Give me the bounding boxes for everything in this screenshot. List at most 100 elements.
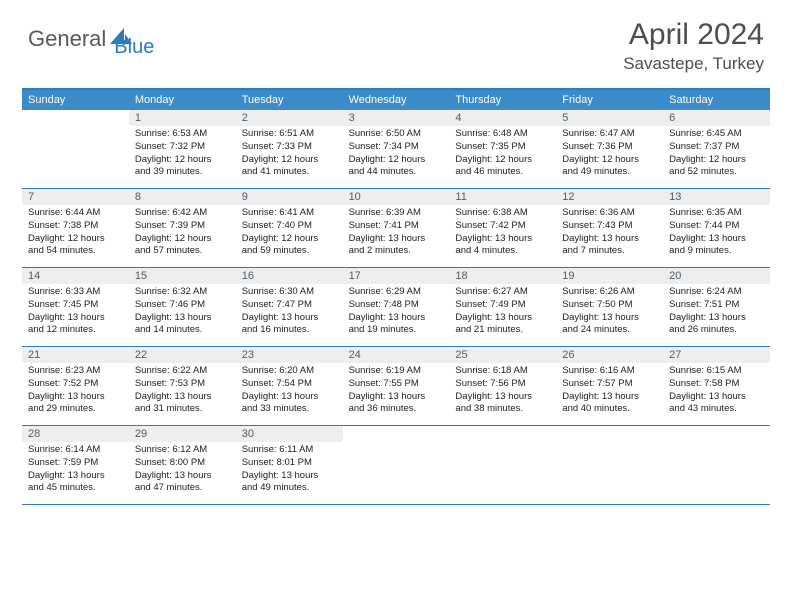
day-info-line: Sunset: 7:40 PM <box>242 220 337 233</box>
day-info-line: and 39 minutes. <box>135 166 230 179</box>
day-cell: 29Sunrise: 6:12 AMSunset: 8:00 PMDayligh… <box>129 426 236 504</box>
day-info-line: Sunset: 7:35 PM <box>455 141 550 154</box>
day-info: Sunrise: 6:35 AMSunset: 7:44 PMDaylight:… <box>663 205 770 262</box>
day-info-line: and 44 minutes. <box>349 166 444 179</box>
day-number <box>556 426 663 442</box>
day-info-line: Sunset: 7:59 PM <box>28 457 123 470</box>
day-info-line: Daylight: 13 hours <box>135 470 230 483</box>
weekday-header: Sunday <box>22 90 129 110</box>
day-info-line: Daylight: 12 hours <box>242 233 337 246</box>
day-number: 20 <box>663 268 770 284</box>
day-cell: 13Sunrise: 6:35 AMSunset: 7:44 PMDayligh… <box>663 189 770 267</box>
day-cell: 19Sunrise: 6:26 AMSunset: 7:50 PMDayligh… <box>556 268 663 346</box>
day-info-line: Sunrise: 6:48 AM <box>455 128 550 141</box>
day-info-line: and 54 minutes. <box>28 245 123 258</box>
day-info: Sunrise: 6:20 AMSunset: 7:54 PMDaylight:… <box>236 363 343 420</box>
day-number: 10 <box>343 189 450 205</box>
day-info-line: Sunrise: 6:30 AM <box>242 286 337 299</box>
day-number: 14 <box>22 268 129 284</box>
day-info-line: Sunset: 7:58 PM <box>669 378 764 391</box>
day-cell: 11Sunrise: 6:38 AMSunset: 7:42 PMDayligh… <box>449 189 556 267</box>
day-info-line: Daylight: 13 hours <box>28 470 123 483</box>
day-info-line: Sunrise: 6:11 AM <box>242 444 337 457</box>
day-cell <box>556 426 663 504</box>
day-cell: 6Sunrise: 6:45 AMSunset: 7:37 PMDaylight… <box>663 110 770 188</box>
day-number: 9 <box>236 189 343 205</box>
day-info-line: Daylight: 13 hours <box>28 312 123 325</box>
day-info-line: Sunrise: 6:41 AM <box>242 207 337 220</box>
day-info-line: Sunset: 7:32 PM <box>135 141 230 154</box>
day-number: 4 <box>449 110 556 126</box>
day-info-line: Daylight: 13 hours <box>562 391 657 404</box>
day-cell: 9 Sunrise: 6:41 AMSunset: 7:40 PMDaylight… <box>236 189 343 267</box>
day-info-line: Sunset: 7:57 PM <box>562 378 657 391</box>
day-cell: 18Sunrise: 6:27 AMSunset: 7:49 PMDayligh… <box>449 268 556 346</box>
day-number: 1 <box>129 110 236 126</box>
day-info-line: and 47 minutes. <box>135 482 230 495</box>
day-number: 17 <box>343 268 450 284</box>
day-cell: 7Sunrise: 6:44 AMSunset: 7:38 PMDaylight… <box>22 189 129 267</box>
day-info-line: Sunrise: 6:47 AM <box>562 128 657 141</box>
day-info-line: and 36 minutes. <box>349 403 444 416</box>
day-info-line: Daylight: 12 hours <box>669 154 764 167</box>
day-cell: 10Sunrise: 6:39 AMSunset: 7:41 PMDayligh… <box>343 189 450 267</box>
day-info-line: and 31 minutes. <box>135 403 230 416</box>
day-info-line: Sunrise: 6:26 AM <box>562 286 657 299</box>
day-info-line: Daylight: 12 hours <box>562 154 657 167</box>
day-info-line: Sunset: 7:55 PM <box>349 378 444 391</box>
day-info-line: Daylight: 13 hours <box>455 312 550 325</box>
day-info-line: and 9 minutes. <box>669 245 764 258</box>
day-info-line: Daylight: 12 hours <box>349 154 444 167</box>
day-info-line: Sunrise: 6:24 AM <box>669 286 764 299</box>
day-info-line: Daylight: 12 hours <box>242 154 337 167</box>
day-info: Sunrise: 6:44 AMSunset: 7:38 PMDaylight:… <box>22 205 129 262</box>
day-cell: 30Sunrise: 6:11 AMSunset: 8:01 PMDayligh… <box>236 426 343 504</box>
day-info: Sunrise: 6:26 AMSunset: 7:50 PMDaylight:… <box>556 284 663 341</box>
day-cell: 25Sunrise: 6:18 AMSunset: 7:56 PMDayligh… <box>449 347 556 425</box>
day-info-line: and 26 minutes. <box>669 324 764 337</box>
day-info-line: Sunset: 7:41 PM <box>349 220 444 233</box>
day-info: Sunrise: 6:15 AMSunset: 7:58 PMDaylight:… <box>663 363 770 420</box>
day-info: Sunrise: 6:22 AMSunset: 7:53 PMDaylight:… <box>129 363 236 420</box>
day-info-line: and 41 minutes. <box>242 166 337 179</box>
day-cell: 12Sunrise: 6:36 AMSunset: 7:43 PMDayligh… <box>556 189 663 267</box>
day-info-line: Daylight: 12 hours <box>28 233 123 246</box>
day-info: Sunrise: 6:18 AMSunset: 7:56 PMDaylight:… <box>449 363 556 420</box>
day-info-line: Daylight: 13 hours <box>242 391 337 404</box>
day-number: 22 <box>129 347 236 363</box>
day-number: 11 <box>449 189 556 205</box>
day-number: 24 <box>343 347 450 363</box>
day-info-line: Daylight: 13 hours <box>242 470 337 483</box>
day-info: Sunrise: 6:16 AMSunset: 7:57 PMDaylight:… <box>556 363 663 420</box>
day-info-line: Sunset: 7:34 PM <box>349 141 444 154</box>
day-cell: 24Sunrise: 6:19 AMSunset: 7:55 PMDayligh… <box>343 347 450 425</box>
day-info: Sunrise: 6:30 AMSunset: 7:47 PMDaylight:… <box>236 284 343 341</box>
day-info-line: Sunrise: 6:22 AM <box>135 365 230 378</box>
day-info-line: and 29 minutes. <box>28 403 123 416</box>
calendar-week: 7Sunrise: 6:44 AMSunset: 7:38 PMDaylight… <box>22 189 770 268</box>
day-info-line: and 59 minutes. <box>242 245 337 258</box>
logo: General Blue <box>28 18 154 59</box>
day-info-line: Sunrise: 6:38 AM <box>455 207 550 220</box>
weekday-header: Saturday <box>663 90 770 110</box>
day-info-line: Sunrise: 6:33 AM <box>28 286 123 299</box>
day-cell: 14Sunrise: 6:33 AMSunset: 7:45 PMDayligh… <box>22 268 129 346</box>
day-info: Sunrise: 6:23 AMSunset: 7:52 PMDaylight:… <box>22 363 129 420</box>
day-cell: 20Sunrise: 6:24 AMSunset: 7:51 PMDayligh… <box>663 268 770 346</box>
day-info-line: Sunrise: 6:36 AM <box>562 207 657 220</box>
day-cell: 2Sunrise: 6:51 AMSunset: 7:33 PMDaylight… <box>236 110 343 188</box>
day-info-line: Sunset: 7:48 PM <box>349 299 444 312</box>
logo-text-general: General <box>28 26 106 52</box>
day-cell: 3Sunrise: 6:50 AMSunset: 7:34 PMDaylight… <box>343 110 450 188</box>
day-cell: 1Sunrise: 6:53 AMSunset: 7:32 PMDaylight… <box>129 110 236 188</box>
day-info-line: and 2 minutes. <box>349 245 444 258</box>
day-info-line: and 43 minutes. <box>669 403 764 416</box>
day-info-line: Sunset: 7:42 PM <box>455 220 550 233</box>
day-info: Sunrise: 6:27 AMSunset: 7:49 PMDaylight:… <box>449 284 556 341</box>
day-info-line: Sunrise: 6:12 AM <box>135 444 230 457</box>
title-block: April 2024 Savastepe, Turkey <box>623 18 764 74</box>
day-info: Sunrise: 6:19 AMSunset: 7:55 PMDaylight:… <box>343 363 450 420</box>
day-info-line: Sunset: 7:53 PM <box>135 378 230 391</box>
calendar-week: 21Sunrise: 6:23 AMSunset: 7:52 PMDayligh… <box>22 347 770 426</box>
day-info: Sunrise: 6:24 AMSunset: 7:51 PMDaylight:… <box>663 284 770 341</box>
